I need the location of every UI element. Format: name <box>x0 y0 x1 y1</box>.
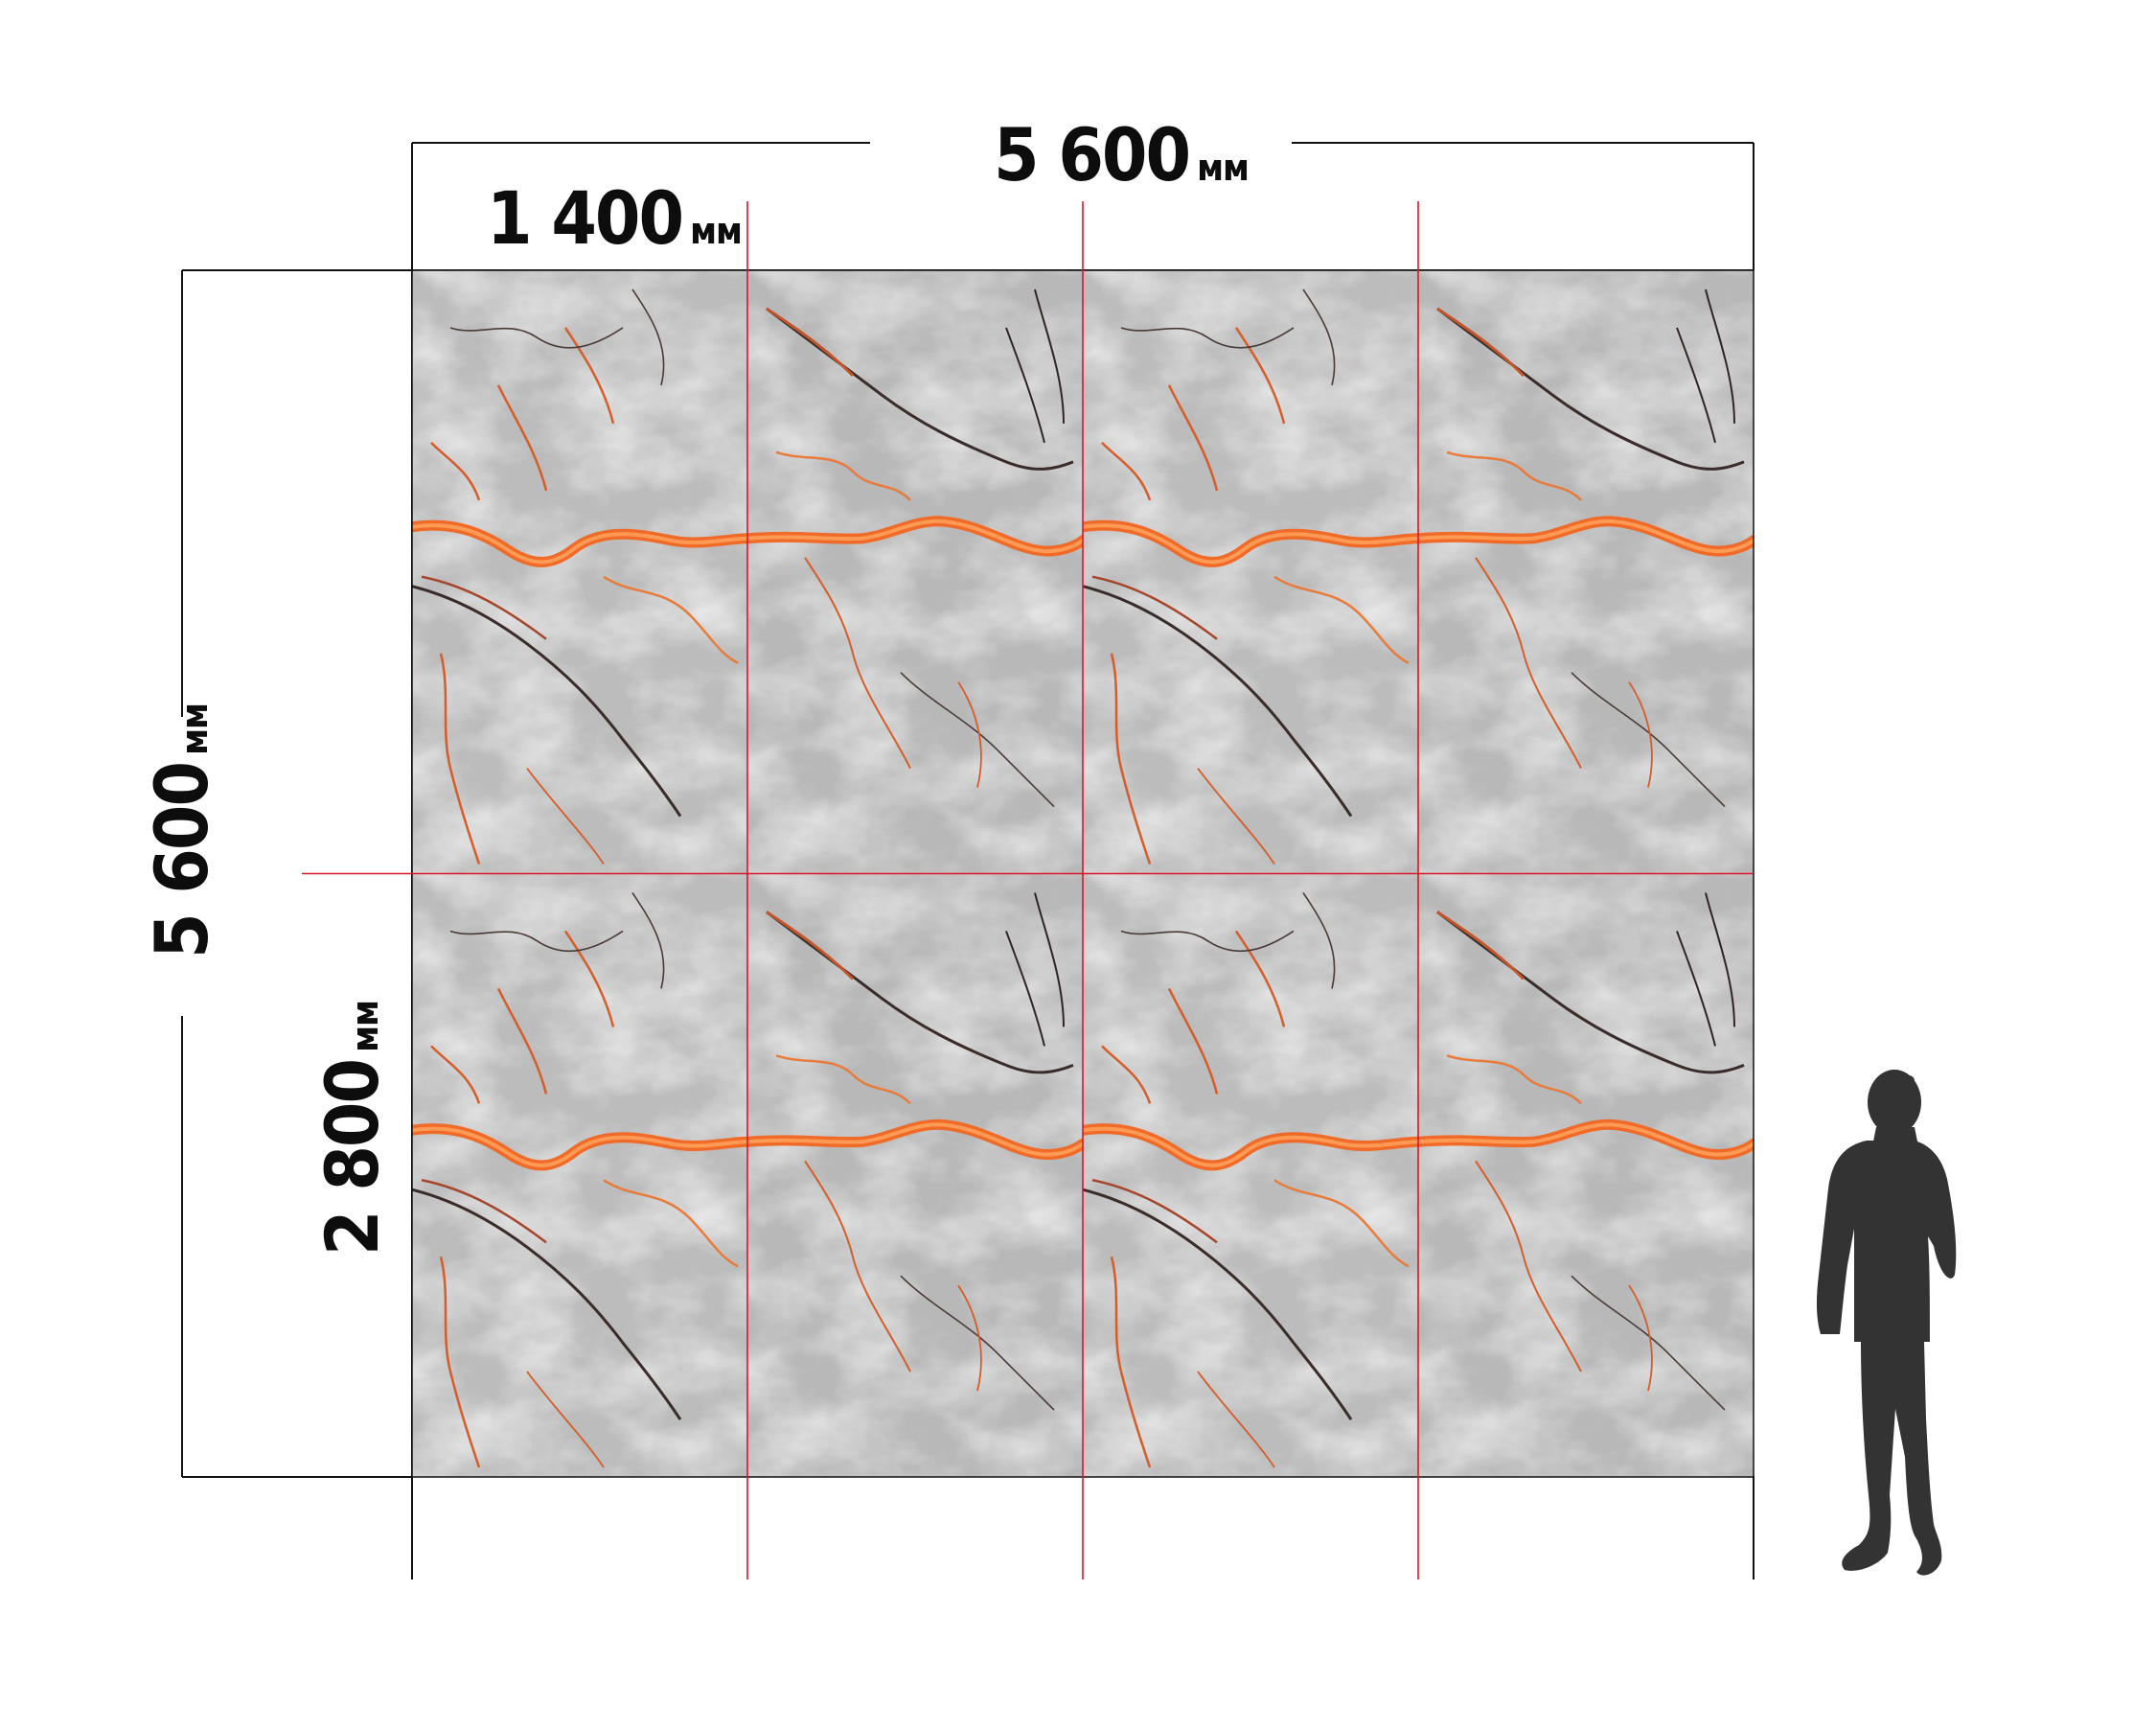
total-height-value: 5 600 <box>139 762 224 958</box>
total-width-unit: мм <box>1197 147 1250 189</box>
marble-panel-r2-c4 <box>1418 874 1754 1478</box>
panel-width-unit: мм <box>690 210 743 252</box>
marble-panel-r2-c2 <box>747 874 1083 1478</box>
panel-height-value: 2 800 <box>310 1059 395 1256</box>
marble-panel-r2-c3 <box>1083 874 1418 1478</box>
panel-height-label: 2 800 мм <box>310 1001 395 1256</box>
total-width-dimension-line <box>412 142 1755 270</box>
panel-height-unit: мм <box>344 1001 386 1052</box>
marble-panel-r2-c1 <box>412 874 747 1478</box>
total-height-label: 5 600 мм <box>139 704 224 958</box>
panel-seam-lines <box>302 201 1754 1580</box>
panel-width-value: 1 400 <box>487 175 684 261</box>
marble-panel-r1-c3 <box>1083 270 1418 874</box>
marble-panel-r1-c1 <box>412 270 747 874</box>
total-height-unit: мм <box>173 704 216 755</box>
panel-width-label: 1 400 мм <box>487 182 743 255</box>
total-width-label: 5 600 мм <box>994 119 1250 192</box>
marble-panel-r1-c2 <box>747 270 1083 874</box>
marble-panel-r1-c4 <box>1418 270 1754 874</box>
total-width-value: 5 600 <box>994 112 1191 197</box>
person-silhouette-icon <box>1816 1070 1957 1576</box>
